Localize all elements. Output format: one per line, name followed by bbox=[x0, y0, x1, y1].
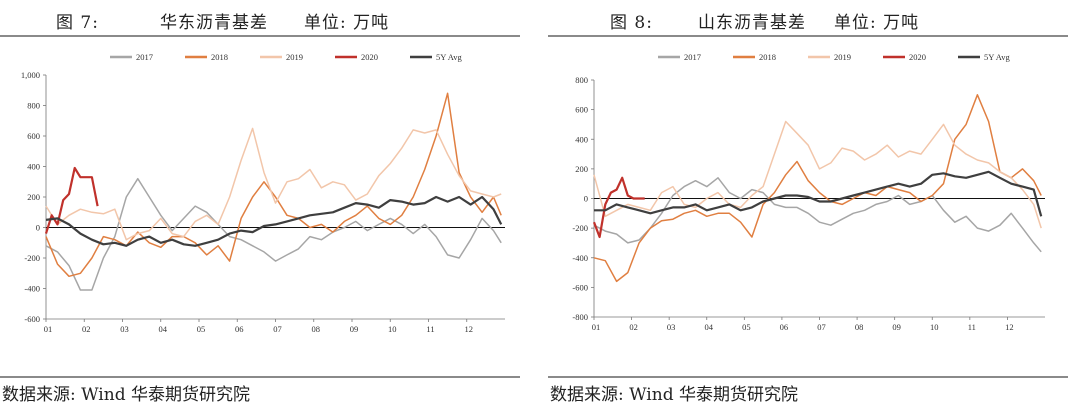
bottom-rule bbox=[0, 376, 520, 378]
chart-legend: 2017 2018 2019 2020 5Y Avg bbox=[658, 52, 1010, 62]
x-tick-label: 09 bbox=[350, 324, 359, 334]
chart-legend: 2017 2018 2019 2020 5Y Avg bbox=[110, 52, 462, 62]
x-tick-label: 07 bbox=[817, 322, 826, 332]
series-line-5y-avg bbox=[594, 170, 1043, 217]
y-tick-label: 400 bbox=[27, 162, 40, 172]
series-line-2018 bbox=[45, 92, 502, 278]
series-line-2018 bbox=[593, 94, 1042, 283]
x-tick-label: 01 bbox=[44, 324, 53, 334]
y-tick-label: -200 bbox=[572, 223, 588, 233]
legend-label: 2018 bbox=[759, 52, 776, 62]
x-tick-label: 01 bbox=[592, 322, 601, 332]
figure-label: 图 7: bbox=[56, 13, 99, 33]
basis-line-chart: 2017 2018 2019 2020 5Y Avg-600-400-200020040… bbox=[21, 52, 505, 334]
y-tick-label: -200 bbox=[24, 253, 40, 263]
x-tick-label: 11 bbox=[968, 322, 976, 332]
y-tick-label: -600 bbox=[24, 314, 40, 324]
y-tick-label: -400 bbox=[572, 253, 588, 263]
top-rule bbox=[0, 35, 520, 37]
legend-label: 2019 bbox=[834, 52, 851, 62]
figure-title-row: 图 7: 华东沥青基差 单位: 万吨 bbox=[0, 6, 530, 33]
x-tick-label: 06 bbox=[780, 322, 789, 332]
y-tick-label: -600 bbox=[572, 282, 588, 292]
figure-8-panel: 图 8: 山东沥青基差 单位: 万吨 2017 2018 2019 2020 5Y Av… bbox=[548, 0, 1078, 410]
x-tick-label: 04 bbox=[159, 324, 168, 334]
top-rule bbox=[548, 35, 1068, 37]
y-tick-label: 200 bbox=[575, 164, 588, 174]
y-tick-label: 0 bbox=[584, 194, 588, 204]
figure-7-panel: 图 7: 华东沥青基差 单位: 万吨 2017 2018 2019 2020 5Y Av… bbox=[0, 0, 530, 410]
figure-title: 华东沥青基差 bbox=[160, 13, 268, 33]
figure-label: 图 8: bbox=[610, 13, 653, 33]
y-tick-label: 600 bbox=[27, 131, 40, 141]
y-tick-label: 800 bbox=[575, 75, 588, 85]
y-tick-label: -400 bbox=[24, 284, 40, 294]
x-tick-label: 09 bbox=[892, 322, 901, 332]
x-tick-label: 08 bbox=[312, 324, 321, 334]
figure-unit: 单位: 万吨 bbox=[834, 13, 920, 33]
x-tick-label: 03 bbox=[667, 322, 676, 332]
x-tick-label: 05 bbox=[742, 322, 751, 332]
legend-label: 2017 bbox=[136, 52, 153, 62]
figure-title-row: 图 8: 山东沥青基差 单位: 万吨 bbox=[548, 6, 1078, 33]
series-line-2019 bbox=[45, 127, 502, 241]
series-line-2017 bbox=[45, 177, 502, 291]
x-tick-label: 07 bbox=[273, 324, 282, 334]
data-source: 数据来源: Wind 华泰期货研究院 bbox=[2, 385, 250, 405]
legend-label: 2020 bbox=[909, 52, 926, 62]
x-tick-label: 08 bbox=[855, 322, 864, 332]
series-line-2020 bbox=[44, 166, 99, 234]
legend-label: 2017 bbox=[684, 52, 701, 62]
series-line-2020 bbox=[592, 176, 645, 239]
x-tick-label: 03 bbox=[120, 324, 129, 334]
y-tick-label: 0 bbox=[36, 223, 40, 233]
legend-label: 5Y Avg bbox=[984, 52, 1010, 62]
y-tick-label: 400 bbox=[575, 134, 588, 144]
series-line-2019 bbox=[593, 120, 1042, 229]
legend-label: 5Y Avg bbox=[436, 52, 462, 62]
x-tick-label: 12 bbox=[465, 324, 474, 334]
legend-label: 2019 bbox=[286, 52, 303, 62]
bottom-rule bbox=[548, 376, 1068, 378]
legend-label: 2018 bbox=[211, 52, 228, 62]
y-tick-label: 200 bbox=[27, 192, 40, 202]
series-line-2017 bbox=[593, 177, 1042, 253]
x-tick-label: 12 bbox=[1005, 322, 1014, 332]
basis-line-chart: 2017 2018 2019 2020 5Y Avg-800-600-400-20002… bbox=[572, 52, 1045, 332]
legend-label: 2020 bbox=[361, 52, 378, 62]
x-tick-label: 02 bbox=[629, 322, 638, 332]
series-line-5y-avg bbox=[45, 195, 503, 247]
y-tick-label: 800 bbox=[27, 101, 40, 111]
x-tick-label: 10 bbox=[930, 322, 939, 332]
figure-unit: 单位: 万吨 bbox=[304, 13, 390, 33]
x-tick-label: 11 bbox=[426, 324, 434, 334]
x-tick-label: 10 bbox=[388, 324, 397, 334]
x-tick-label: 05 bbox=[197, 324, 206, 334]
y-tick-label: 1,000 bbox=[21, 70, 40, 80]
figure-title: 山东沥青基差 bbox=[698, 13, 806, 33]
data-source: 数据来源: Wind 华泰期货研究院 bbox=[550, 385, 798, 405]
y-tick-label: -800 bbox=[572, 312, 588, 322]
x-tick-label: 02 bbox=[82, 324, 91, 334]
x-tick-label: 04 bbox=[705, 322, 714, 332]
x-tick-label: 06 bbox=[235, 324, 244, 334]
y-tick-label: 600 bbox=[575, 105, 588, 115]
